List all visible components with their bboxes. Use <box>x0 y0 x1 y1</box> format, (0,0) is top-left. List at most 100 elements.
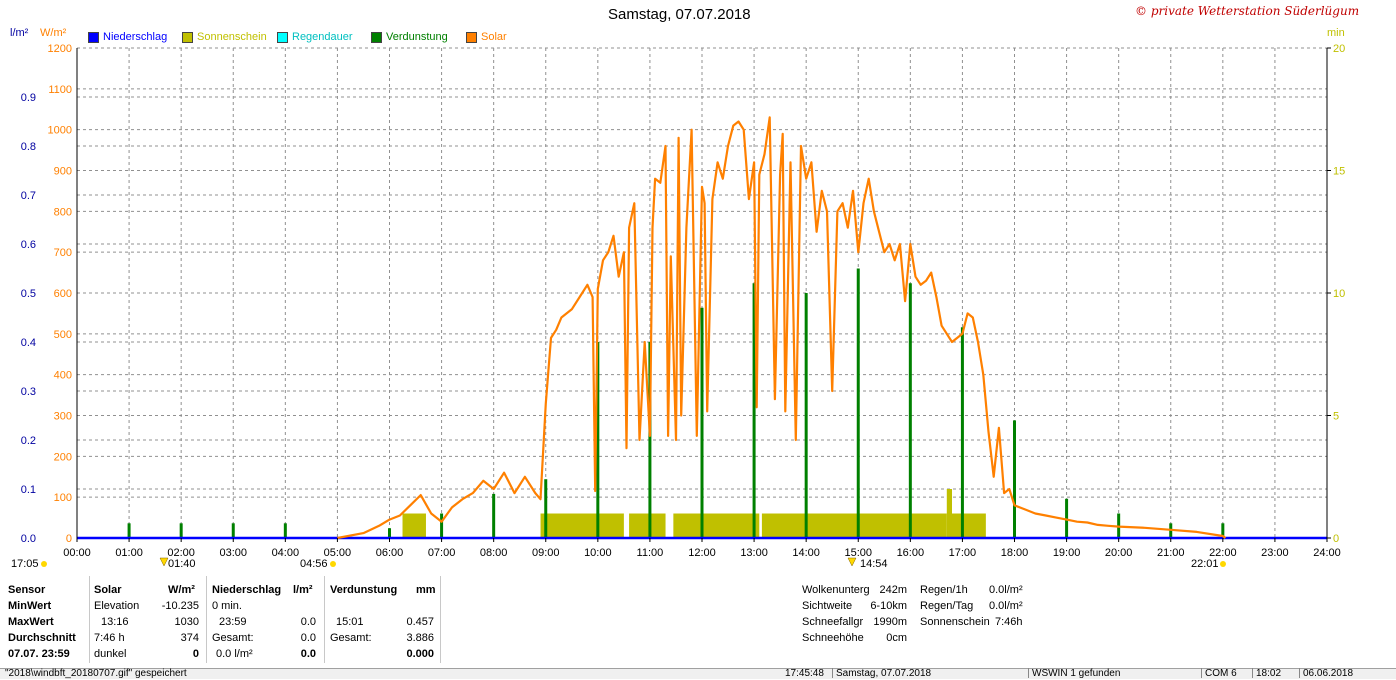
status-date: Samstag, 07.07.2018 <box>832 668 931 679</box>
solar-cell: dunkel <box>94 648 127 660</box>
verdunstung-cell: 0.457 <box>406 616 434 628</box>
niederschlag-cell: 23:59 <box>219 616 247 628</box>
status-com: COM 6 <box>1201 668 1237 679</box>
y-tick-label-min: 0 <box>1333 533 1339 545</box>
x-tick-label: 16:00 <box>897 547 925 559</box>
x-tick-label: 03:00 <box>219 547 247 559</box>
y-tick-label-solar: 0 <box>66 533 72 545</box>
status-clock: 18:02 <box>1252 668 1281 679</box>
solar-header: Solar <box>94 584 122 596</box>
status-file: "2018\windbft_20180707.gif" gespeichert <box>5 668 187 679</box>
stats-row-label: MaxWert <box>8 616 54 628</box>
copyright-text: © private Wetterstation Süderlügum <box>1135 4 1360 18</box>
status-time: 17:45:48 <box>785 668 824 679</box>
y-tick-label-solar: 800 <box>54 206 72 218</box>
stats-row-label: MinWert <box>8 600 52 612</box>
stats-row-label: Durchschnitt <box>8 632 76 644</box>
rain-value: 0.0l/m² <box>989 584 1023 596</box>
weather-chart: 00:00 01:00 02:00 03:00 04:00 05:00 06:00 07:00… <box>21 43 1345 567</box>
y-tick-label-solar: 1100 <box>48 84 72 96</box>
solar-line <box>337 116 1227 540</box>
solar-cell: 0 <box>192 648 199 660</box>
y-tick-label-solar: 200 <box>54 451 72 463</box>
misc-label: Schneehöhe <box>802 632 864 644</box>
solar-cell: -10.235 <box>161 600 199 612</box>
status-bar <box>0 668 1396 679</box>
x-tick-label: 09:00 <box>532 547 560 559</box>
y-tick-label-precip: 0.1 <box>21 484 36 496</box>
x-tick-label: 12:00 <box>688 547 716 559</box>
y-tick-label-precip: 0.8 <box>21 141 36 153</box>
legend-swatch <box>182 31 193 43</box>
chart-title: Samstag, 07.07.2018 <box>608 6 751 23</box>
y-tick-label-precip: 0.5 <box>21 288 36 300</box>
axis-unit-right: min <box>1327 27 1345 39</box>
x-tick-label: 21:00 <box>1157 547 1185 559</box>
y-tick-label-precip: 0.0 <box>21 533 36 545</box>
x-tick-label: 01:00 <box>115 547 143 559</box>
rain-value: 0.0l/m² <box>989 600 1023 612</box>
moonrise-marker <box>159 557 169 567</box>
niederschlag-cell: 0.0 <box>300 648 316 660</box>
y-tick-label-solar: 300 <box>54 411 72 423</box>
niederschlag-cell: 0.0 l/m² <box>216 648 253 660</box>
x-tick-label: 13:00 <box>740 547 768 559</box>
legend-label: Solar <box>481 31 507 43</box>
sunshine-block <box>673 513 760 538</box>
solar-unit: W/m² <box>168 584 195 596</box>
x-tick-label: 22:00 <box>1209 547 1237 559</box>
verdunstung-cell: 3.886 <box>406 632 434 644</box>
y-tick-label-solar: 700 <box>54 247 72 259</box>
solar-cell: 7:46 h <box>94 632 125 644</box>
x-tick-label: 10:00 <box>584 547 612 559</box>
misc-value: 6-10km <box>870 600 907 612</box>
x-tick-label: 04:00 <box>272 547 300 559</box>
misc-label: Wolkenunterg <box>802 584 870 596</box>
verdunstung-unit: mm <box>416 584 436 596</box>
legend-label: Regendauer <box>292 31 353 43</box>
x-tick-label: 08:00 <box>480 547 508 559</box>
x-tick-label: 15:00 <box>844 547 872 559</box>
sunshine-block <box>629 513 666 538</box>
solar-cell: 1030 <box>174 616 199 628</box>
misc-value: 0cm <box>886 632 907 644</box>
stats-row-label: 07.07. 23:59 <box>8 648 70 660</box>
y-tick-label-solar: 400 <box>54 370 72 382</box>
niederschlag-cell: 0.0 <box>300 616 316 628</box>
x-tick-label: 18:00 <box>1001 547 1029 559</box>
marker-moonrise: 01:40 <box>168 558 196 570</box>
marker-sunset: 22:01 <box>1191 558 1219 570</box>
x-tick-label: 00:00 <box>63 547 91 559</box>
x-tick-label: 23:00 <box>1261 547 1289 559</box>
solar-cell: 13:16 <box>101 616 129 628</box>
stats-sensor-header: Sensor <box>8 584 46 596</box>
misc-value: 242m <box>879 584 907 596</box>
y-tick-label-precip: 0.6 <box>21 239 36 251</box>
y-tick-label-solar: 100 <box>54 492 72 504</box>
marker-moon-left: 17:05 <box>11 558 39 570</box>
sunshine-block <box>402 513 426 538</box>
niederschlag-header: Niederschlag <box>212 584 282 596</box>
niederschlag-cell: 0.0 <box>300 632 316 644</box>
sunshine-block <box>761 513 947 538</box>
x-tick-label: 19:00 <box>1053 547 1081 559</box>
legend-swatch <box>371 31 382 43</box>
x-tick-label: 14:00 <box>792 547 820 559</box>
y-tick-label-min: 10 <box>1333 288 1345 300</box>
sunshine-series <box>402 489 986 538</box>
x-tick-label: 11:00 <box>637 547 664 559</box>
y-tick-label-precip: 0.4 <box>21 337 36 349</box>
status-date2: 06.06.2018 <box>1299 668 1353 679</box>
niederschlag-cell: 0 min. <box>212 600 242 612</box>
legend-sonnenschein: Sonnenschein <box>182 31 267 43</box>
y-tick-label-solar: 600 <box>54 288 72 300</box>
marker-culmination: 14:54 <box>860 558 888 570</box>
niederschlag-cell: Gesamt: <box>212 632 254 644</box>
solar-cell: Elevation <box>94 600 140 612</box>
sunset-marker <box>1220 561 1226 567</box>
sunrise-marker <box>330 561 336 567</box>
y-tick-label-precip: 0.2 <box>21 435 36 447</box>
x-tick-label: 06:00 <box>376 547 404 559</box>
misc-label: Schneefallgr <box>802 616 864 628</box>
chart-markers <box>41 557 1226 567</box>
